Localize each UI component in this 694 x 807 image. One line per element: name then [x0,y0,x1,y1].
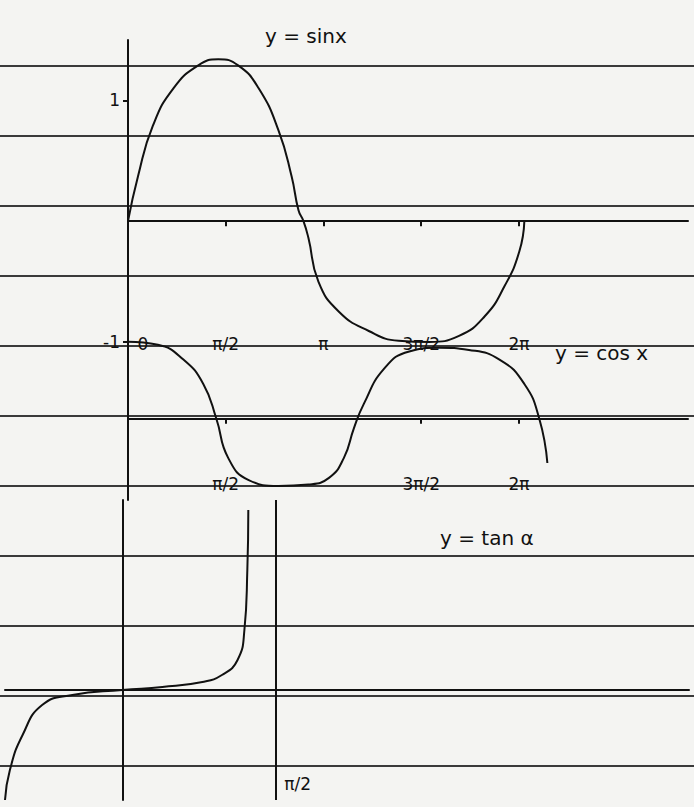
svg-text:π/2: π/2 [212,474,239,494]
svg-text:π/2: π/2 [284,774,311,794]
svg-text:y = sinx: y = sinx [265,24,347,48]
svg-text:π: π [318,334,328,354]
svg-text:y = cos x: y = cos x [555,341,648,365]
svg-text:2π: 2π [508,334,529,354]
svg-text:y = tan α: y = tan α [440,526,534,550]
svg-text:-1: -1 [103,332,120,352]
svg-text:3π/2: 3π/2 [402,334,440,354]
svg-text:0: 0 [137,333,149,354]
svg-text:1: 1 [109,90,120,110]
svg-text:π/2: π/2 [212,334,239,354]
svg-text:2π: 2π [508,474,529,494]
svg-text:3π/2: 3π/2 [402,474,440,494]
